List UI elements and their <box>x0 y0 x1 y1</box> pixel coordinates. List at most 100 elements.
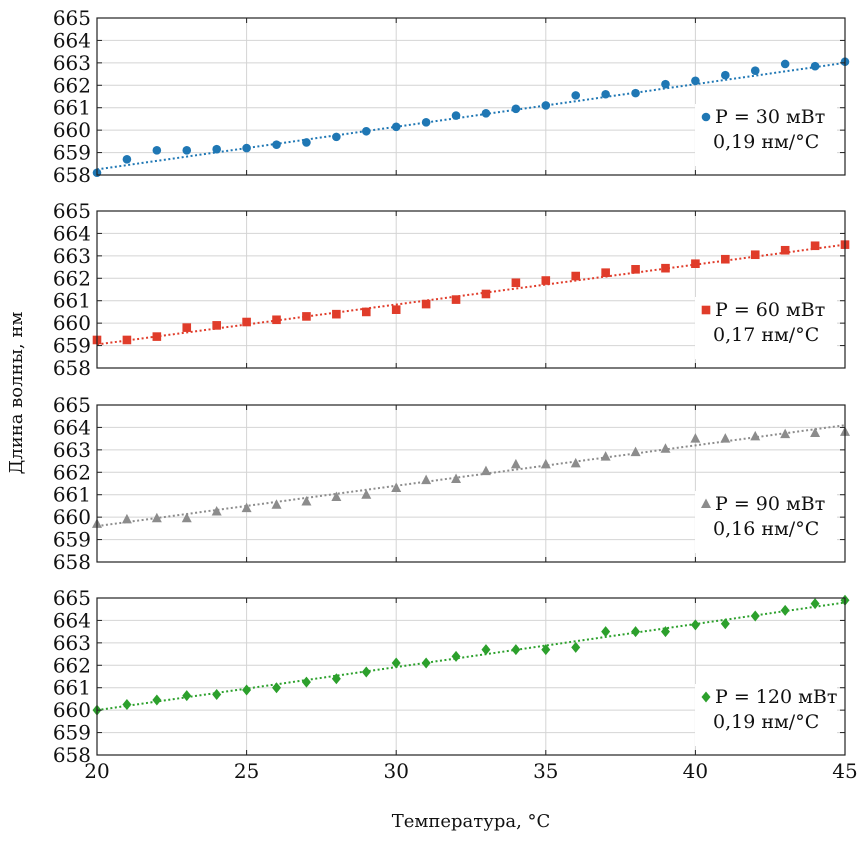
data-point <box>691 76 700 86</box>
data-point <box>780 59 790 69</box>
data-point <box>272 140 281 150</box>
x-tick-label: 30 <box>383 759 408 783</box>
data-point <box>630 446 641 457</box>
x-tick-label: 45 <box>832 759 857 783</box>
data-point <box>361 307 371 317</box>
data-point <box>361 666 371 678</box>
data-point <box>571 641 581 653</box>
data-point <box>601 268 610 277</box>
data-point <box>780 428 791 439</box>
legend-box <box>695 297 837 359</box>
y-axis-title: Длина волны, нм <box>6 312 27 475</box>
x-tick-label: 20 <box>84 759 109 783</box>
data-point <box>332 309 341 319</box>
data-point <box>541 644 551 656</box>
data-point <box>601 626 611 638</box>
data-point <box>242 143 251 153</box>
data-point <box>481 289 491 299</box>
y-tick-label: 658 <box>53 356 91 380</box>
y-tick-label: 658 <box>53 743 91 767</box>
data-point <box>302 138 311 147</box>
data-point <box>750 430 761 441</box>
legend-marker <box>701 691 711 703</box>
data-point <box>152 146 162 155</box>
data-point <box>600 451 611 461</box>
y-tick-label: 659 <box>53 721 91 745</box>
y-tick-label: 659 <box>53 528 91 552</box>
data-point <box>541 276 551 285</box>
data-point <box>391 482 402 492</box>
data-point <box>481 109 491 118</box>
legend-slope-label: 0,19 нм/°C <box>713 131 819 153</box>
panel-frame <box>96 210 846 369</box>
data-point <box>541 101 551 110</box>
data-point <box>481 644 491 656</box>
x-axis-title: Температура, °C <box>392 811 551 832</box>
data-point <box>241 502 252 513</box>
legend-power-label: P = 120 мВт <box>715 686 837 708</box>
data-point <box>510 458 521 469</box>
data-point <box>182 146 192 155</box>
legend-box <box>695 684 837 746</box>
legend-marker <box>701 112 711 122</box>
y-tick-label: 661 <box>53 676 91 700</box>
data-point <box>810 61 820 71</box>
data-point <box>511 104 521 114</box>
panel-frame <box>96 597 846 756</box>
y-tick-label: 663 <box>53 438 91 462</box>
data-point <box>361 489 372 499</box>
data-point <box>421 299 431 309</box>
data-point <box>181 512 192 523</box>
y-tick-label: 662 <box>53 73 91 97</box>
y-tick-label: 660 <box>53 698 91 722</box>
data-point <box>661 79 670 89</box>
data-point <box>570 457 581 468</box>
data-point <box>780 245 790 255</box>
y-tick-label: 665 <box>53 199 91 223</box>
y-tick-label: 665 <box>53 6 91 30</box>
data-point <box>750 250 760 260</box>
data-point <box>301 676 311 688</box>
y-tick-label: 665 <box>53 586 91 610</box>
y-tick-label: 662 <box>53 653 91 677</box>
x-tick-label: 35 <box>533 759 558 783</box>
data-point <box>212 321 221 330</box>
y-tick-label: 663 <box>53 631 91 655</box>
data-point <box>540 458 551 469</box>
data-point <box>661 263 670 273</box>
y-tick-label: 665 <box>53 393 91 417</box>
y-tick-label: 664 <box>53 28 91 52</box>
data-point <box>122 155 132 164</box>
data-point <box>391 657 401 669</box>
data-point <box>451 650 461 662</box>
y-tick-label: 660 <box>53 118 91 142</box>
y-tick-label: 662 <box>53 460 91 484</box>
data-point <box>272 315 281 325</box>
data-point <box>631 265 640 274</box>
data-point <box>391 305 401 314</box>
data-point <box>451 473 462 484</box>
data-point <box>421 474 432 485</box>
y-tick-label: 663 <box>53 51 91 75</box>
data-point <box>212 144 221 154</box>
data-point <box>810 598 820 610</box>
data-point <box>271 499 282 509</box>
data-point <box>182 323 192 332</box>
data-point <box>750 610 760 622</box>
data-point <box>690 619 700 631</box>
data-point <box>511 644 521 656</box>
y-tick-label: 660 <box>53 311 91 335</box>
data-point <box>451 111 461 120</box>
y-tick-label: 664 <box>53 608 91 632</box>
data-point <box>301 495 312 506</box>
legend-box <box>695 104 837 166</box>
data-point <box>451 295 461 304</box>
y-tick-label: 661 <box>53 96 91 120</box>
y-tick-label: 659 <box>53 334 91 358</box>
data-point <box>810 427 821 438</box>
legend-box <box>695 491 837 553</box>
